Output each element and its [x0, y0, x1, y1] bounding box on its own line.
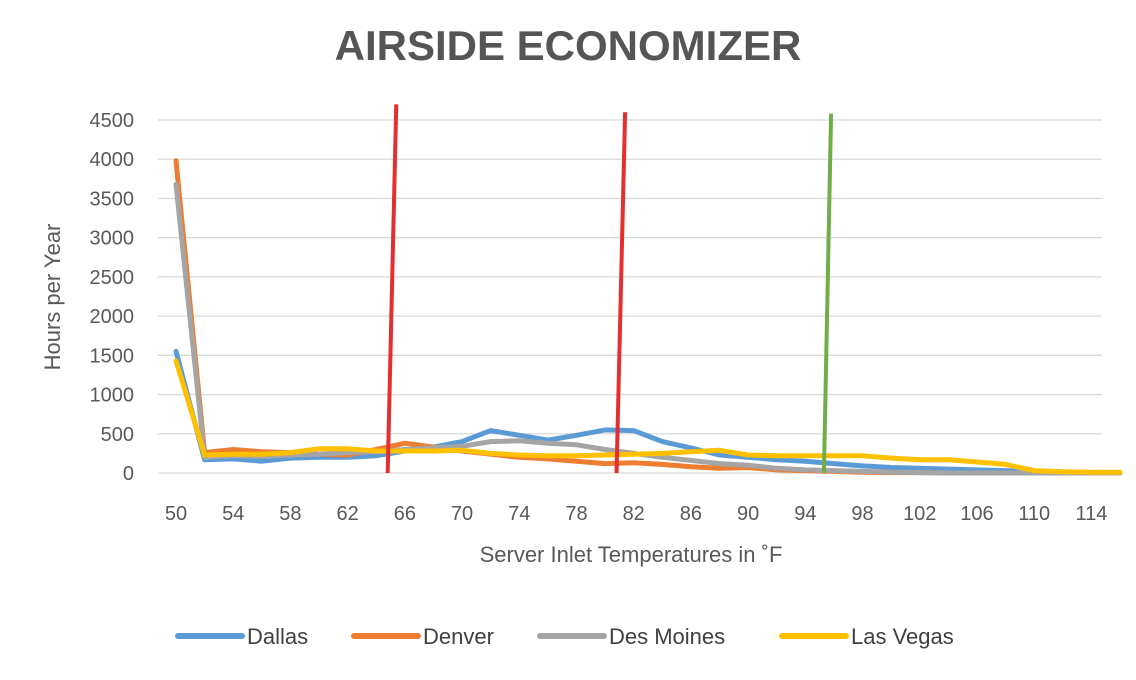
legend-label: Las Vegas [851, 624, 954, 649]
x-tick-label: 54 [222, 503, 244, 525]
x-tick-label: 66 [394, 503, 416, 525]
x-tick-label: 50 [165, 503, 187, 525]
legend-label: Des Moines [609, 624, 725, 649]
series-line-denver [173, 158, 1123, 476]
series-lines [173, 158, 1123, 476]
x-tick-label: 94 [794, 503, 816, 525]
x-tick-label: 82 [623, 503, 645, 525]
x-tick-label: 98 [851, 503, 873, 525]
chart-title: AIRSIDE ECONOMIZER [334, 22, 802, 69]
x-axis-ticks: 50 54 58 62 66 70 74 78 82 86 90 94 98 102 106 110 114 [165, 503, 1107, 525]
series-line-las-vegas [173, 358, 1123, 475]
y-tick-label: 1000 [90, 385, 135, 407]
x-tick-label: 74 [508, 503, 530, 525]
y-tick-label: 4500 [90, 110, 135, 132]
x-tick-label: 70 [451, 503, 473, 525]
x-tick-label: 90 [737, 503, 759, 525]
y-tick-label: 1500 [90, 345, 135, 367]
threshold-marker-line [385, 104, 399, 474]
y-tick-label: 2500 [90, 267, 135, 289]
x-axis-label: Server Inlet Temperatures in ˚F [480, 542, 783, 567]
y-tick-label: 2000 [90, 306, 135, 328]
x-tick-label: 114 [1075, 503, 1107, 525]
legend-label: Denver [423, 624, 494, 649]
legend-label: Dallas [247, 624, 308, 649]
gridlines [158, 119, 1102, 474]
y-tick-label: 4000 [90, 149, 135, 171]
y-axis-label: Hours per Year [40, 224, 65, 371]
x-tick-label: 78 [565, 503, 587, 525]
threshold-marker-line [821, 113, 834, 474]
series-line-des-moines [173, 181, 1123, 476]
y-axis-ticks: 0 500 1000 1500 2000 2500 3000 3500 4000 4500 [90, 110, 135, 485]
x-tick-label: 86 [680, 503, 702, 525]
x-tick-label: 102 [903, 503, 936, 525]
threshold-marker-line [614, 112, 628, 474]
threshold-markers [385, 104, 834, 474]
legend: Dallas Denver Des Moines Las Vegas [175, 624, 954, 649]
x-tick-label: 62 [337, 503, 359, 525]
y-tick-label: 3000 [90, 228, 135, 250]
x-tick-label: 58 [279, 503, 301, 525]
x-tick-label: 110 [1018, 503, 1050, 525]
legend-item: Las Vegas [779, 624, 954, 649]
y-tick-label: 0 [123, 463, 134, 485]
x-tick-label: 106 [960, 503, 993, 525]
y-tick-label: 3500 [90, 188, 135, 210]
series-line-dallas [173, 348, 1123, 476]
legend-item: Des Moines [537, 624, 725, 649]
legend-item: Denver [351, 624, 494, 649]
y-tick-label: 500 [101, 424, 134, 446]
legend-item: Dallas [175, 624, 308, 649]
